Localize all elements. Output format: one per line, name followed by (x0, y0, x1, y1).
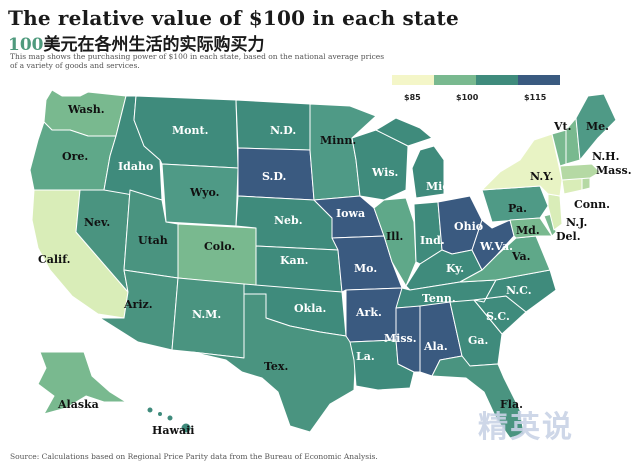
label-tn: Tenn. (422, 292, 456, 305)
label-al: Ala. (423, 340, 448, 353)
state-ct (561, 177, 583, 195)
legend-swatch-2 (434, 75, 476, 85)
label-la: La. (356, 350, 375, 363)
label-sc: S.C. (486, 310, 510, 323)
state-fl (431, 355, 525, 439)
label-sd: S.D. (262, 170, 286, 183)
subtitle-chinese: 美元在各州生活的实际购买力 (43, 35, 265, 55)
map-title: The relative value of $100 in each state (8, 6, 459, 30)
state-ny (481, 133, 563, 197)
label-il: Ill. (386, 230, 403, 243)
legend-label-85: $85 (404, 93, 421, 102)
label-pa: Pa. (508, 202, 527, 215)
label-fl: Fla. (500, 398, 523, 411)
state-mi-up (375, 117, 433, 147)
legend-swatch-1 (392, 75, 434, 85)
state-ks (255, 245, 343, 293)
legend-label-115: $115 (524, 93, 547, 102)
state-md (509, 217, 553, 239)
label-md: Md. (516, 224, 540, 237)
label-wi: Wis. (371, 166, 398, 179)
state-co (177, 223, 257, 287)
label-az: Ariz. (123, 298, 153, 311)
legend-swatch-3 (476, 75, 518, 85)
label-ak: Alaska (57, 398, 99, 411)
state-ak (37, 351, 127, 415)
state-hi (146, 406, 192, 434)
label-ne: Neb. (274, 214, 303, 227)
label-ca: Calif. (38, 253, 70, 266)
label-wv: W.Va. (479, 240, 513, 253)
label-ok: Okla. (294, 302, 326, 315)
watermark-logo: 精英说 (478, 410, 574, 445)
label-ny: N.Y. (530, 170, 553, 183)
label-oh: Ohio (454, 220, 483, 233)
label-wy: Wyo. (189, 186, 219, 199)
map-subtitle: 100美元在各州生活的实际购买力 (8, 30, 265, 55)
state-ri (581, 177, 591, 191)
label-mn: Minn. (320, 134, 356, 147)
label-ut: Utah (138, 234, 168, 247)
label-de: Del. (556, 230, 581, 243)
label-ga: Ga. (468, 334, 488, 347)
label-ms: Miss. (384, 332, 417, 345)
label-wa: Wash. (67, 103, 105, 116)
label-me: Me. (586, 120, 609, 133)
label-vt: Vt. (553, 120, 571, 133)
label-in: Ind. (420, 234, 445, 247)
source-note: Source: Calculations based on Regional P… (10, 452, 378, 461)
label-mo: Mo. (354, 262, 377, 275)
state-ma (559, 163, 601, 181)
label-va: Va. (511, 250, 530, 263)
state-tx (191, 293, 357, 433)
label-mi: Mich. (426, 180, 461, 193)
label-co: Colo. (204, 240, 235, 253)
label-ma: Mass. (596, 164, 632, 177)
label-hi: Hawaii (152, 424, 194, 437)
legend: $85 $100 $115 (392, 75, 562, 105)
label-nj: N.J. (566, 216, 587, 229)
label-mt: Mont. (172, 124, 208, 137)
label-id: Idaho (118, 160, 153, 173)
legend-swatch-4 (518, 75, 560, 85)
label-ks: Kan. (280, 254, 309, 267)
label-nc: N.C. (506, 284, 532, 297)
label-nm: N.M. (192, 308, 221, 321)
legend-label-100: $100 (456, 93, 479, 102)
label-or: Ore. (62, 150, 88, 163)
state-mi (411, 145, 445, 199)
label-ia: Iowa (336, 207, 365, 220)
label-nd: N.D. (270, 124, 296, 137)
subtitle-number: 100 (8, 35, 44, 55)
label-ct: Conn. (574, 198, 610, 211)
label-ar: Ark. (355, 306, 382, 319)
label-nv: Nev. (84, 216, 110, 229)
map-description: This map shows the purchasing power of $… (10, 52, 385, 70)
state-me (575, 93, 617, 161)
label-tx: Tex. (264, 360, 288, 373)
label-nh: N.H. (592, 150, 619, 163)
label-ky: Ky. (446, 262, 464, 275)
